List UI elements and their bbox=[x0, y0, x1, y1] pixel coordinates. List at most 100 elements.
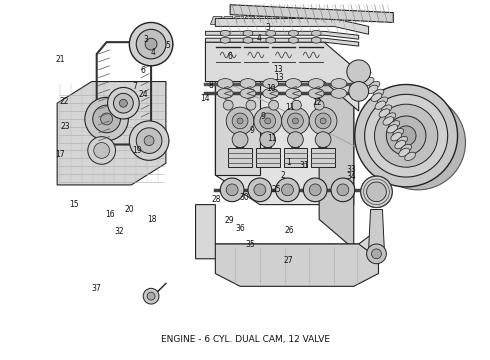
Circle shape bbox=[292, 100, 301, 110]
Text: 11: 11 bbox=[285, 103, 294, 112]
Circle shape bbox=[269, 100, 279, 110]
Ellipse shape bbox=[311, 37, 321, 43]
Ellipse shape bbox=[383, 117, 394, 125]
Text: 31: 31 bbox=[299, 161, 309, 170]
Circle shape bbox=[276, 178, 299, 202]
Text: 9: 9 bbox=[249, 126, 254, 135]
Polygon shape bbox=[210, 17, 222, 24]
Text: 12: 12 bbox=[312, 98, 321, 107]
Polygon shape bbox=[215, 77, 260, 175]
Polygon shape bbox=[287, 17, 298, 24]
Circle shape bbox=[129, 121, 169, 160]
Polygon shape bbox=[265, 17, 277, 24]
Ellipse shape bbox=[289, 30, 298, 36]
Ellipse shape bbox=[286, 89, 301, 98]
Circle shape bbox=[143, 288, 159, 304]
Text: 13: 13 bbox=[273, 65, 283, 74]
Circle shape bbox=[361, 176, 392, 208]
Circle shape bbox=[93, 105, 121, 133]
Text: 25: 25 bbox=[271, 185, 281, 194]
Ellipse shape bbox=[373, 89, 384, 98]
Circle shape bbox=[293, 118, 298, 124]
Ellipse shape bbox=[369, 81, 380, 90]
Ellipse shape bbox=[387, 125, 398, 133]
Text: 14: 14 bbox=[200, 94, 210, 103]
Circle shape bbox=[309, 107, 337, 135]
Text: 27: 27 bbox=[284, 256, 294, 265]
Circle shape bbox=[136, 30, 166, 59]
Ellipse shape bbox=[218, 89, 233, 98]
Circle shape bbox=[246, 100, 256, 110]
Circle shape bbox=[303, 178, 327, 202]
Circle shape bbox=[288, 113, 303, 129]
Circle shape bbox=[88, 137, 116, 164]
Circle shape bbox=[254, 107, 282, 135]
Ellipse shape bbox=[266, 30, 276, 36]
Polygon shape bbox=[243, 17, 255, 24]
Ellipse shape bbox=[399, 148, 410, 157]
Text: 26: 26 bbox=[285, 226, 294, 235]
Text: 4: 4 bbox=[150, 48, 155, 57]
Text: 29: 29 bbox=[225, 216, 234, 225]
Ellipse shape bbox=[381, 105, 392, 113]
Ellipse shape bbox=[391, 132, 402, 141]
Text: 3: 3 bbox=[266, 23, 270, 32]
Text: 33: 33 bbox=[347, 165, 356, 174]
Circle shape bbox=[282, 184, 294, 196]
Circle shape bbox=[226, 107, 254, 135]
Ellipse shape bbox=[395, 140, 406, 149]
Text: 23: 23 bbox=[61, 122, 71, 131]
Polygon shape bbox=[215, 18, 368, 34]
Circle shape bbox=[365, 94, 448, 177]
Circle shape bbox=[237, 118, 243, 124]
Circle shape bbox=[254, 184, 266, 196]
Polygon shape bbox=[196, 204, 378, 259]
Text: 1: 1 bbox=[286, 158, 291, 167]
Text: 21: 21 bbox=[55, 55, 65, 64]
Ellipse shape bbox=[371, 93, 382, 102]
Circle shape bbox=[223, 100, 233, 110]
Circle shape bbox=[129, 22, 173, 66]
Ellipse shape bbox=[308, 89, 324, 98]
Ellipse shape bbox=[240, 89, 256, 98]
Circle shape bbox=[85, 97, 128, 141]
Circle shape bbox=[315, 113, 331, 129]
Ellipse shape bbox=[240, 78, 256, 89]
Text: 22: 22 bbox=[59, 97, 69, 106]
Circle shape bbox=[248, 178, 271, 202]
Circle shape bbox=[288, 132, 303, 148]
Polygon shape bbox=[308, 17, 320, 24]
Text: 18: 18 bbox=[147, 215, 157, 224]
Polygon shape bbox=[228, 148, 252, 167]
Circle shape bbox=[145, 38, 157, 50]
Polygon shape bbox=[264, 145, 271, 148]
Text: 4: 4 bbox=[257, 35, 262, 44]
Circle shape bbox=[371, 249, 381, 259]
Circle shape bbox=[349, 82, 368, 101]
Polygon shape bbox=[232, 17, 244, 24]
Ellipse shape bbox=[286, 78, 301, 89]
Ellipse shape bbox=[367, 85, 378, 94]
Circle shape bbox=[220, 178, 244, 202]
Polygon shape bbox=[368, 210, 384, 251]
Ellipse shape bbox=[266, 37, 276, 43]
Circle shape bbox=[315, 132, 331, 148]
Text: 32: 32 bbox=[114, 227, 124, 236]
Polygon shape bbox=[254, 17, 266, 24]
Polygon shape bbox=[205, 38, 359, 46]
Circle shape bbox=[260, 132, 276, 148]
Polygon shape bbox=[205, 31, 359, 39]
Circle shape bbox=[265, 118, 270, 124]
Polygon shape bbox=[230, 5, 393, 22]
Ellipse shape bbox=[243, 30, 253, 36]
Text: 10: 10 bbox=[266, 84, 275, 93]
Text: 17: 17 bbox=[55, 150, 65, 159]
Circle shape bbox=[144, 136, 154, 145]
Ellipse shape bbox=[397, 136, 408, 145]
Ellipse shape bbox=[401, 144, 412, 153]
Ellipse shape bbox=[331, 89, 347, 98]
Text: 19: 19 bbox=[133, 147, 142, 156]
Circle shape bbox=[108, 87, 139, 119]
Text: 37: 37 bbox=[91, 284, 100, 293]
Ellipse shape bbox=[385, 113, 396, 121]
